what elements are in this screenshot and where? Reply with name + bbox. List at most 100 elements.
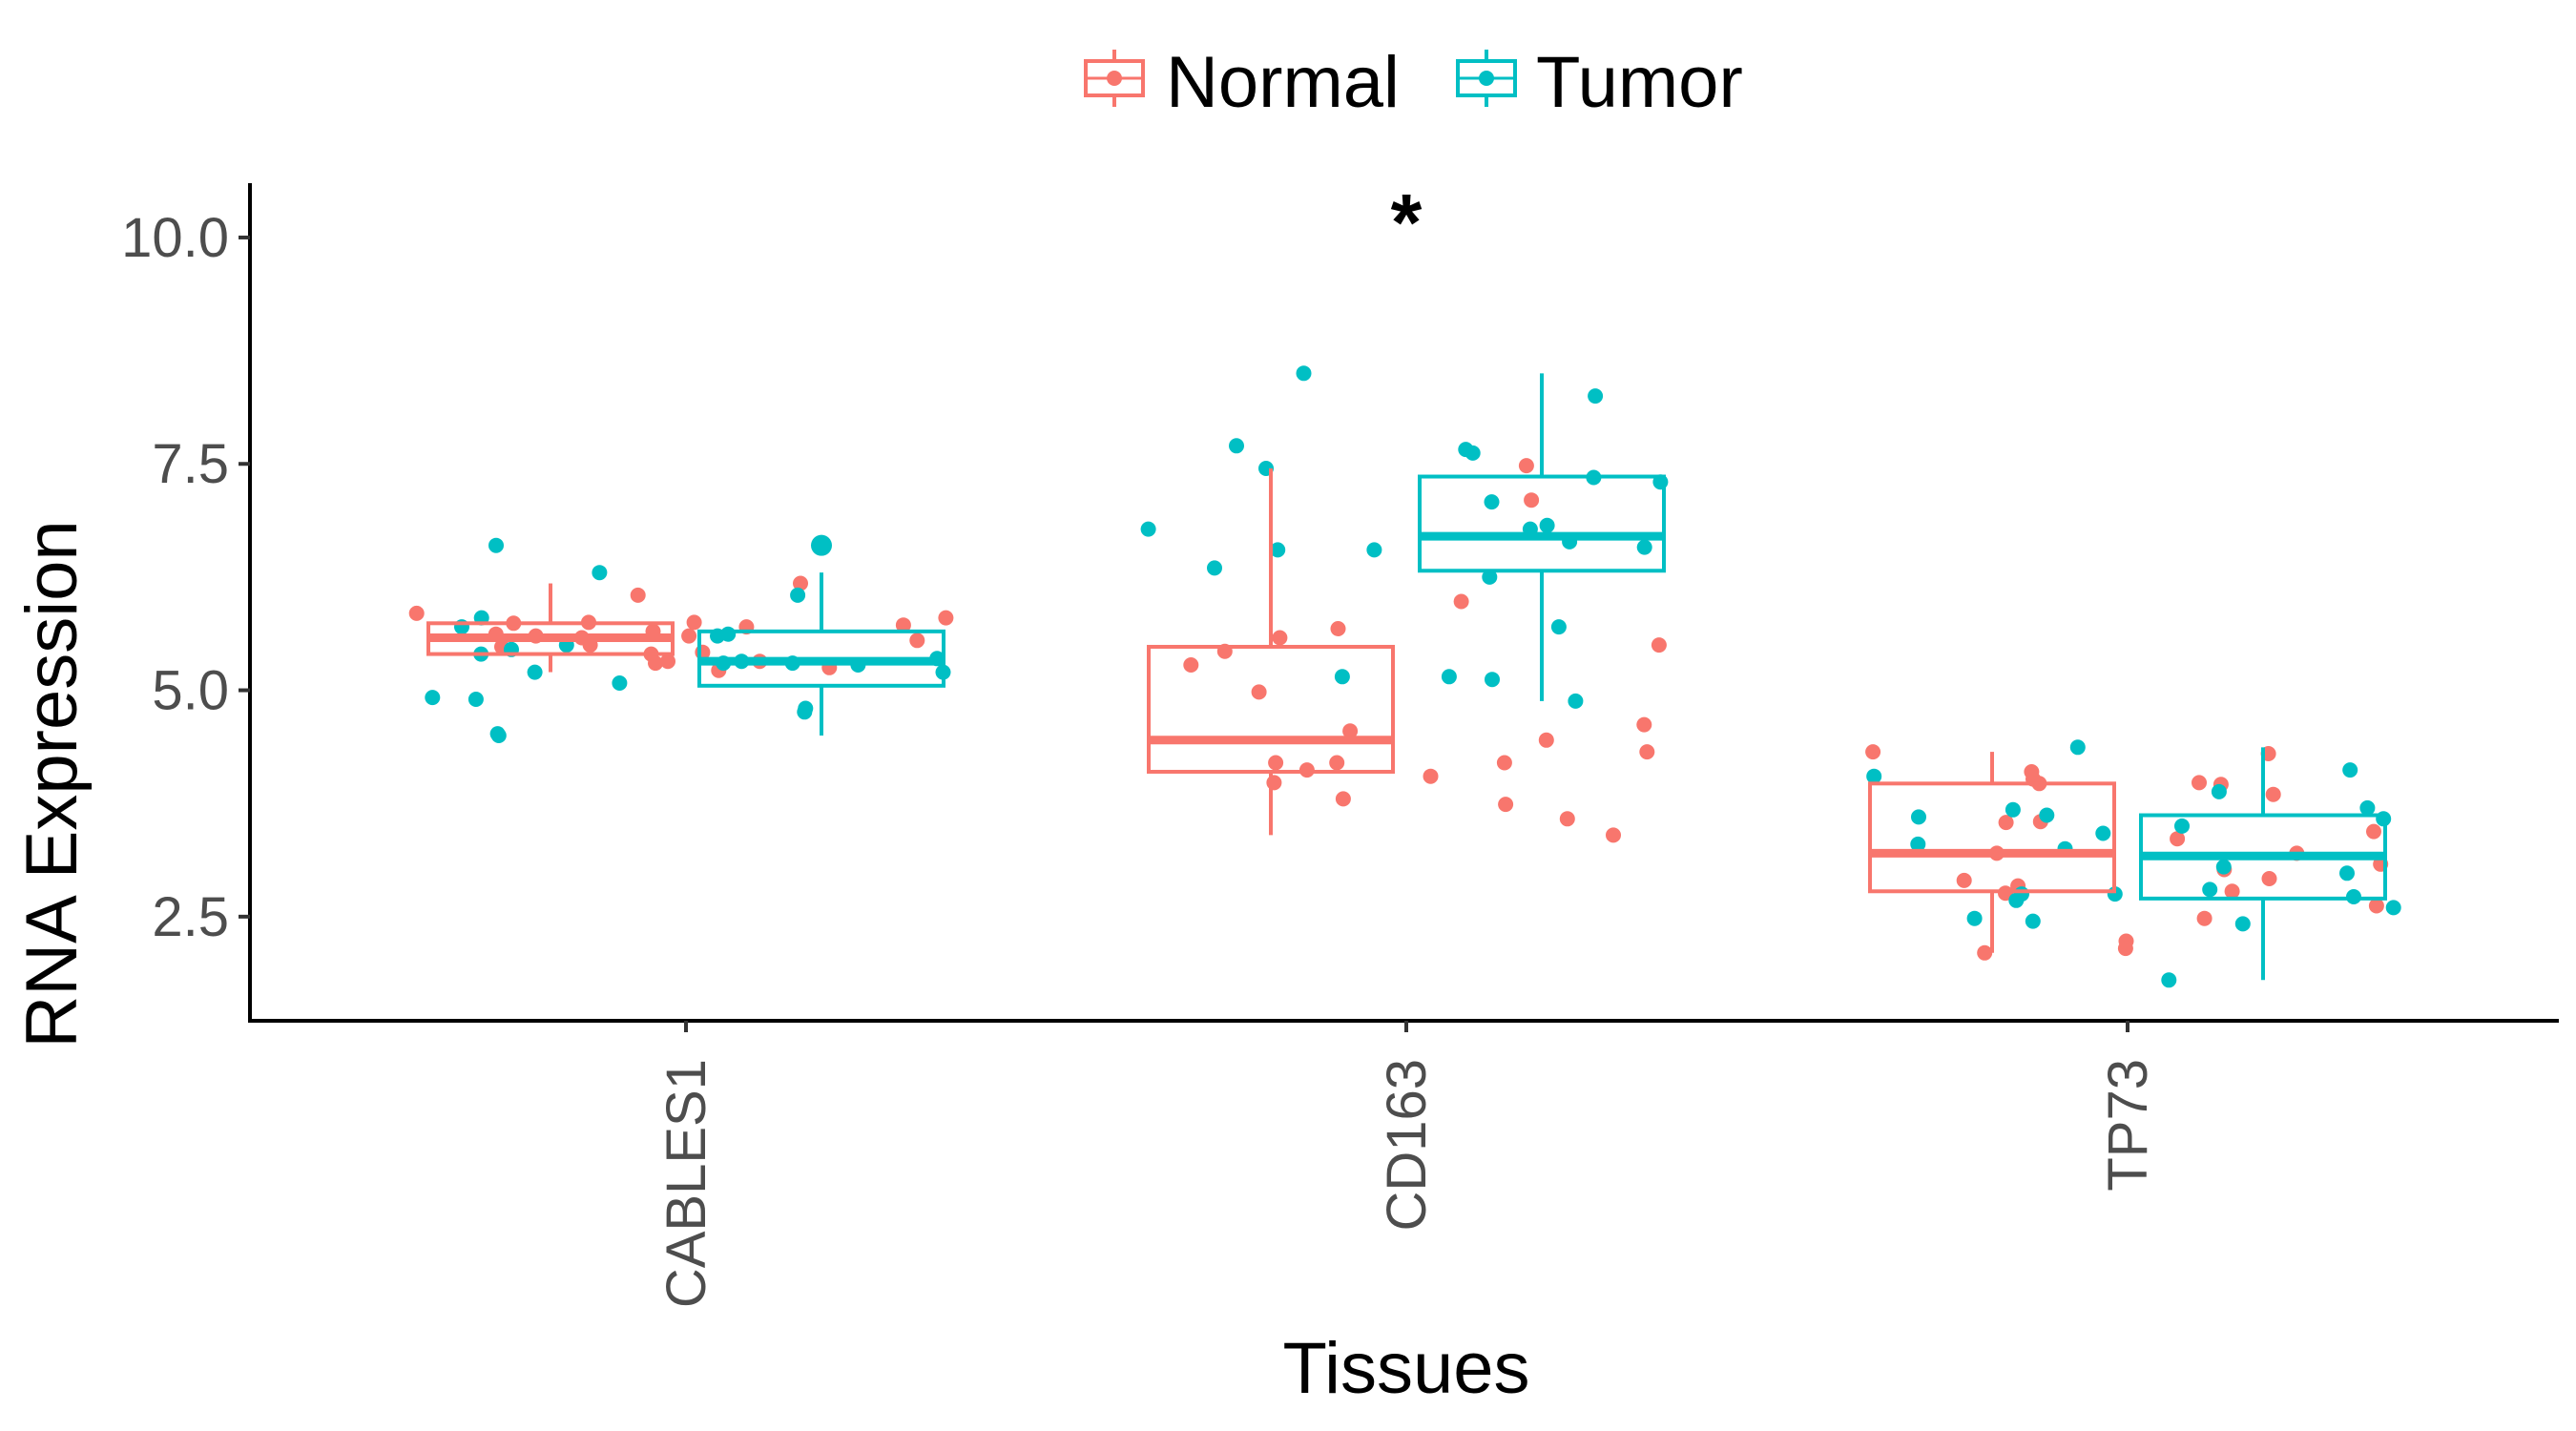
data-point-tumor-cables1 [790,587,806,603]
data-point-normal-cd163 [1266,775,1282,791]
data-point-tumor-tp73 [2005,801,2021,818]
data-point-normal-cd163 [1268,755,1284,771]
data-point-normal-cables1 [793,575,808,591]
data-point-tumor-cd163 [1441,669,1457,685]
data-point-tumor-cd163 [1366,542,1382,558]
data-point-tumor-cables1 [527,664,543,680]
data-point-normal-tp73 [2196,910,2212,926]
data-point-tumor-cd163 [1270,542,1286,558]
data-point-normal-tp73 [1865,744,1881,760]
data-point-normal-cd163 [1329,755,1345,771]
data-point-tumor-tp73 [2339,865,2355,881]
data-point-tumor-cd163 [1229,438,1244,454]
data-point-tumor-tp73 [2025,913,2041,929]
data-point-tumor-cables1 [592,565,608,581]
data-point-tumor-cables1 [612,675,628,691]
data-point-normal-cd163 [1453,593,1469,610]
data-point-normal-tp73 [2366,823,2381,840]
x-axis-title: Tissues [1282,1328,1529,1409]
data-point-tumor-cd163 [1484,494,1500,510]
data-point-tumor-cd163 [1140,521,1156,537]
data-point-tumor-cd163 [1296,365,1312,382]
data-point-normal-cd163 [1636,716,1652,733]
y-tick-label: 10.0 [121,207,229,269]
data-point-normal-cd163 [1606,827,1621,843]
data-point-normal-cd163 [1651,637,1667,653]
y-tick-label: 2.5 [152,886,229,948]
data-point-tumor-cd163 [1334,669,1350,685]
data-point-tumor-tp73 [2385,900,2401,916]
y-axis-title: RNA Expression [11,520,93,1047]
data-point-normal-tp73 [2117,941,2133,957]
data-point-normal-cd163 [1524,492,1540,508]
data-point-tumor-tp73 [1911,809,1926,825]
y-tick-label: 7.5 [152,433,229,495]
data-point-normal-tp73 [2024,764,2040,779]
data-point-tumor-cd163 [1207,560,1222,576]
legend-key-tumor [1456,50,1517,107]
data-point-tumor-cd163 [1539,517,1555,533]
data-point-tumor-cd163 [1458,442,1474,458]
data-point-normal-tp73 [2224,883,2240,900]
data-point-normal-cables1 [686,614,702,631]
plot-area: * [408,177,2401,988]
box-tumor-cd163 [1418,474,1666,573]
data-point-tumor-tp73 [2215,859,2232,875]
x-tick-label-cd163: CD163 [1376,1059,1438,1232]
data-point-tumor-cables1 [467,692,484,707]
data-point-normal-cd163 [1559,811,1575,827]
significance-label-cd163: * [1391,177,1423,267]
box-normal-cd163 [1147,644,1395,774]
y-axis: 2.5 5.0 7.5 10.0 [121,183,252,1023]
data-point-tumor-tp73 [2234,916,2251,932]
data-point-normal-cables1 [408,605,425,621]
outlier-tumor-cables1 [811,534,832,556]
data-point-normal-cables1 [660,653,675,670]
data-point-normal-cd163 [1496,755,1512,771]
x-tick-label-cables1: CABLES1 [655,1059,717,1308]
data-point-tumor-cables1 [425,690,441,706]
data-point-tumor-tp73 [2342,762,2358,778]
data-point-normal-cables1 [895,617,911,633]
data-point-normal-cd163 [1639,744,1655,760]
data-point-normal-cables1 [630,587,646,603]
data-point-tumor-tp73 [2069,739,2086,756]
data-point-tumor-cd163 [1588,388,1604,404]
data-point-tumor-tp73 [2095,825,2111,841]
data-point-tumor-tp73 [1966,910,1983,926]
data-point-tumor-tp73 [2211,783,2227,799]
data-point-normal-cd163 [1538,732,1554,748]
box-normal-tp73 [1868,781,2116,894]
data-point-tumor-cables1 [490,728,507,743]
data-point-normal-tp73 [2265,786,2281,802]
legend-key-normal [1084,50,1145,107]
data-point-normal-cables1 [938,610,954,626]
x-tick-label-tp73: TP73 [2097,1059,2159,1192]
legend: Normal Tumor [1084,42,1743,123]
y-tick-label: 5.0 [152,660,229,722]
data-point-normal-cd163 [1342,723,1359,739]
data-point-tumor-tp73 [2008,892,2025,908]
legend-label-normal: Normal [1166,42,1400,123]
data-point-normal-tp73 [2261,871,2277,886]
data-point-normal-cd163 [1330,621,1346,636]
x-axis: CABLES1 CD163 TP73 [248,1019,2559,1308]
data-point-tumor-tp73 [2359,799,2376,816]
data-point-normal-cables1 [681,628,697,644]
data-point-tumor-cables1 [797,704,813,720]
data-point-tumor-cd163 [1636,539,1652,555]
data-point-normal-tp73 [2192,775,2207,791]
data-point-tumor-cables1 [488,537,504,553]
data-point-normal-cables1 [909,633,925,649]
data-point-normal-cd163 [1518,458,1534,474]
data-point-tumor-cd163 [1550,619,1567,635]
data-point-tumor-cd163 [1568,693,1584,709]
legend-label-tumor: Tumor [1536,42,1743,123]
data-point-tumor-cd163 [1485,672,1500,688]
data-point-normal-cd163 [1272,630,1288,646]
data-point-normal-tp73 [1977,944,1993,961]
data-point-normal-tp73 [1956,872,1972,888]
data-point-tumor-tp73 [1866,768,1882,784]
data-point-normal-tp73 [1998,815,2014,831]
